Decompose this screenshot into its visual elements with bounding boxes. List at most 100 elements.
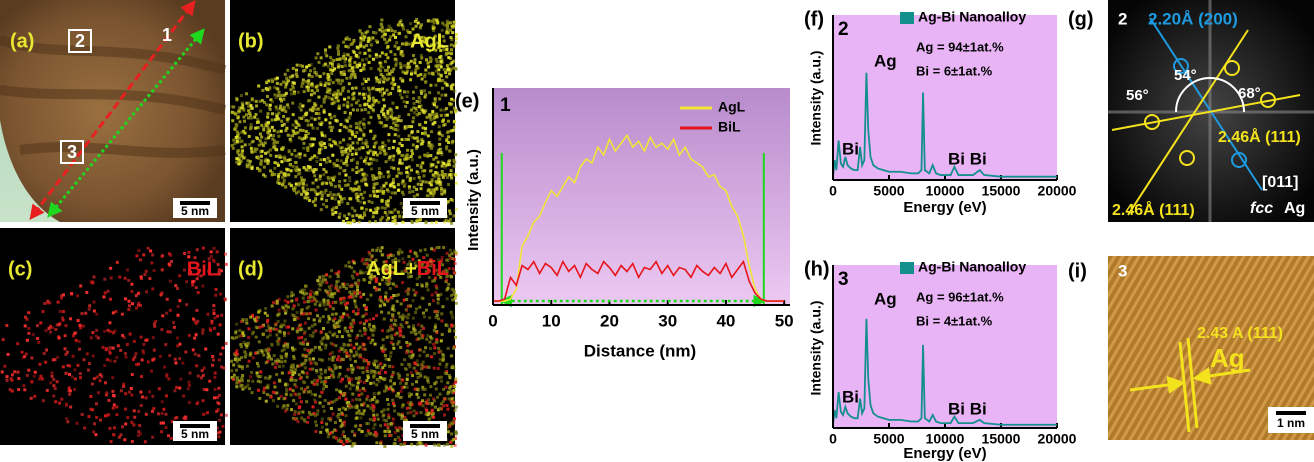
map-pixel [150, 370, 153, 373]
map-pixel [271, 304, 274, 307]
map-pixel [418, 306, 421, 309]
map-pixel [112, 407, 115, 410]
map-pixel [280, 160, 283, 163]
map-pixel [105, 414, 108, 417]
map-pixel [294, 393, 297, 396]
map-pixel [362, 174, 365, 177]
map-pixel [343, 57, 346, 60]
map-pixel [322, 168, 325, 171]
map-pixel [441, 333, 444, 336]
map-pixel [330, 72, 333, 75]
map-pixel [151, 253, 154, 256]
map-pixel [360, 138, 363, 141]
map-pixel [289, 163, 292, 166]
map-pixel [360, 179, 363, 182]
map-pixel [233, 111, 236, 114]
map-pixel [436, 396, 439, 399]
map-pixel [415, 147, 418, 150]
map-pixel [247, 379, 250, 382]
panel-label: (c) [8, 258, 32, 280]
map-pixel [397, 147, 400, 150]
map-pixel [276, 114, 279, 117]
annotation: Ag [1210, 343, 1245, 373]
map-pixel [211, 355, 214, 358]
map-pixel [453, 126, 456, 129]
map-pixel [343, 125, 346, 128]
map-pixel [445, 363, 448, 366]
map-pixel [306, 197, 309, 200]
map-pixel [396, 106, 399, 109]
map-pixel [397, 436, 400, 439]
map-pixel [294, 379, 297, 382]
map-pixel [354, 182, 357, 185]
map-pixel [341, 200, 344, 203]
map-pixel [325, 205, 328, 208]
map-pixel [286, 306, 289, 309]
map-pixel [258, 169, 261, 172]
map-pixel [276, 82, 279, 85]
map-pixel [358, 92, 361, 95]
map-pixel [332, 307, 335, 310]
map-pixel [58, 337, 61, 340]
map-pixel [367, 429, 370, 432]
map-pixel [327, 336, 330, 339]
map-pixel [429, 169, 432, 172]
x-axis-label: Distance (nm) [584, 341, 696, 360]
map-pixel [348, 62, 351, 65]
map-pixel [349, 197, 352, 200]
map-pixel [397, 171, 400, 174]
map-pixel [99, 379, 102, 382]
map-pixel [32, 333, 35, 336]
map-pixel [174, 284, 177, 287]
map-pixel [266, 386, 269, 389]
map-pixel [337, 81, 340, 84]
map-pixel [437, 152, 440, 155]
x-tick-label: 50 [775, 311, 794, 330]
map-pixel [321, 281, 324, 284]
map-pixel [360, 403, 363, 406]
map-pixel [265, 137, 268, 140]
map-pixel [313, 67, 316, 70]
map-pixel [416, 359, 419, 362]
map-pixel [137, 292, 140, 295]
map-pixel [269, 329, 272, 332]
map-pixel [418, 337, 421, 340]
map-pixel [281, 124, 284, 127]
map-pixel [251, 107, 254, 110]
annotation: 1 [162, 25, 172, 45]
map-pixel [430, 58, 433, 61]
map-pixel [357, 279, 360, 282]
map-pixel [230, 360, 233, 363]
map-pixel [405, 368, 408, 371]
map-pixel [454, 262, 457, 265]
map-pixel [433, 329, 436, 332]
map-pixel [443, 221, 446, 224]
map-pixel [390, 422, 393, 425]
map-pixel [426, 402, 429, 405]
map-pixel [416, 443, 419, 446]
map-pixel [445, 107, 448, 110]
map-pixel [352, 442, 355, 445]
map-pixel [319, 368, 322, 371]
map-pixel [236, 376, 239, 379]
map-pixel [292, 165, 295, 168]
map-pixel [450, 88, 453, 91]
map-pixel [356, 46, 359, 49]
map-pixel [141, 358, 144, 361]
map-pixel [323, 301, 326, 304]
map-pixel [324, 289, 327, 292]
map-pixel [440, 376, 443, 379]
map-pixel [453, 271, 456, 274]
map-pixel [337, 63, 340, 66]
map-pixel [437, 161, 440, 164]
map-pixel [300, 336, 303, 339]
map-pixel [406, 321, 409, 324]
map-pixel [398, 151, 401, 154]
map-pixel [414, 311, 417, 314]
map-pixel [292, 399, 295, 402]
map-pixel [401, 221, 404, 224]
map-pixel [350, 75, 353, 78]
map-pixel [309, 166, 312, 169]
map-pixel [73, 332, 76, 335]
y-axis-label: Intensity (a.u.) [808, 301, 824, 396]
